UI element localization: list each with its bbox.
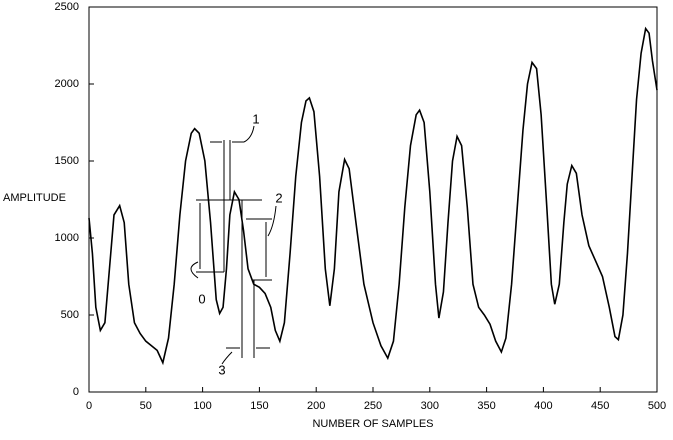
- annotation: 1: [252, 111, 259, 126]
- y-tick-label: 500: [61, 309, 79, 321]
- y-tick-label: 0: [73, 386, 79, 398]
- x-tick-label: 50: [140, 400, 152, 412]
- data-line: [88, 26, 658, 366]
- x-tick-label: 250: [364, 400, 382, 412]
- x-axis-label: NUMBER OF SAMPLES: [312, 418, 433, 430]
- annotation: 2: [275, 190, 282, 205]
- x-tick-label: 500: [648, 400, 666, 412]
- x-tick-label: 100: [193, 400, 211, 412]
- y-axis-label: AMPLITUDE: [3, 192, 66, 204]
- leader: [243, 125, 255, 143]
- x-tick-label: 300: [421, 400, 439, 412]
- plot-frame: [88, 6, 658, 393]
- y-tick-label: 2000: [55, 78, 79, 90]
- x-tick-label: 350: [477, 400, 495, 412]
- y-tick-label: 1500: [55, 155, 79, 167]
- leader: [267, 205, 277, 237]
- x-tick-label: 0: [86, 400, 92, 412]
- x-tick-label: 450: [591, 400, 609, 412]
- leader: [221, 351, 233, 365]
- x-tick-label: 400: [534, 400, 552, 412]
- annotation: 0: [198, 291, 205, 306]
- x-tick-label: 200: [307, 400, 325, 412]
- y-tick-label: 1000: [55, 232, 79, 244]
- x-tick-label: 150: [250, 400, 268, 412]
- y-tick-label: 2500: [55, 1, 79, 13]
- annotation-markers: [190, 125, 277, 365]
- leader: [190, 261, 199, 279]
- annotation: 3: [218, 362, 225, 377]
